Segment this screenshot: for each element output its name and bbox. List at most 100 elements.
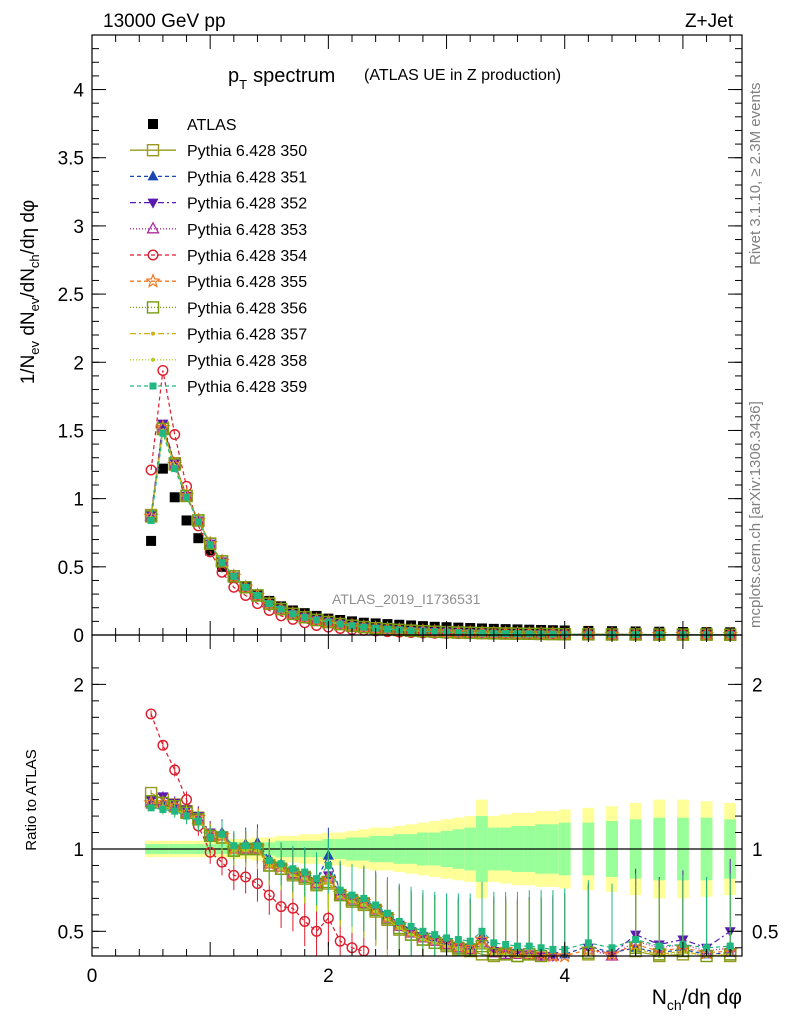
ratio-point <box>230 842 238 850</box>
data-point <box>145 464 157 476</box>
ratio-point <box>726 942 734 950</box>
data-point <box>313 616 321 624</box>
ratio-point <box>372 901 380 909</box>
data-point <box>253 591 261 599</box>
ratio-y-axis: 0.5 0.5 1 1 2 2 <box>58 667 778 949</box>
ratio-panel: 0.5 0.5 1 1 2 2 0 2 4 Ratio to ATLAS Nch/dη dφ <box>23 634 778 1013</box>
data-point <box>205 545 216 556</box>
ratio-point <box>703 944 711 952</box>
ratio-point <box>218 830 226 838</box>
ratio-point <box>549 945 557 953</box>
ratio-point <box>277 860 285 868</box>
xlabel-part-3: /dη dφ <box>682 986 742 1009</box>
ratio-point <box>522 947 536 960</box>
energy-label: 13000 GeV pp <box>103 11 226 32</box>
ratio-point <box>289 865 297 873</box>
legend: ATLAS Pythia 6.428 350 Pythia 6.428 351 Pyt… <box>130 117 307 396</box>
ratio-point <box>322 912 334 924</box>
ratio-x-axis-label: Nch/dη dφ <box>652 986 742 1013</box>
legend-entry: Pythia 6.428 351 <box>130 169 307 186</box>
ratio-point <box>604 946 620 961</box>
process-label: Z+Jet <box>685 11 734 32</box>
data-point <box>454 629 462 637</box>
ratio-point <box>147 804 155 812</box>
ratio-point <box>253 842 261 850</box>
legend-marker <box>146 143 160 157</box>
ratio-point <box>206 833 214 841</box>
ratio-y-tick-label: 0.5 <box>58 922 84 943</box>
ratio-frame <box>91 634 743 957</box>
data-point <box>181 480 193 492</box>
data-point <box>251 589 264 602</box>
x-tick-label: 4 <box>559 966 570 987</box>
data-point <box>360 623 368 631</box>
ratio-y-axis-label: Ratio to ATLAS <box>23 749 40 850</box>
ratio-point <box>443 934 451 942</box>
ratio-point <box>157 739 169 751</box>
legend-entry: Pythia 6.428 359 <box>130 379 307 396</box>
ratio-point <box>324 861 332 869</box>
ratio-point <box>171 807 179 815</box>
data-point <box>407 627 415 635</box>
ratio-point <box>348 891 356 899</box>
data-point <box>194 518 202 526</box>
ratio-point <box>240 871 252 883</box>
data-point <box>242 583 250 591</box>
ratio-point <box>159 805 167 813</box>
ylabel-part-1: 1/N <box>18 355 39 385</box>
title-sub-part: T <box>239 77 247 92</box>
legend-entry: Pythia 6.428 350 <box>130 143 307 160</box>
legend-marker <box>147 198 159 209</box>
data-point <box>159 429 167 437</box>
data-point <box>277 605 285 613</box>
legend-entry: ATLAS <box>148 117 237 134</box>
legend-label: Pythia 6.428 352 <box>187 196 307 213</box>
data-point <box>289 610 297 618</box>
main-panel: 0 0.5 1 1.5 2 2.5 3 3.5 4 pT spectrum (ATLAS UE i… <box>18 34 743 647</box>
legend-entry: Pythia 6.428 354 <box>130 248 307 265</box>
main-y-axis: 0 0.5 1 1.5 2 2.5 3 3.5 4 <box>58 48 742 647</box>
legend-entry: Pythia 6.428 356 <box>130 300 307 317</box>
ratio-point <box>228 869 240 881</box>
data-point <box>227 570 241 583</box>
data-point <box>169 429 181 441</box>
ratio-point <box>431 931 439 939</box>
ratio-point <box>655 942 663 950</box>
ratio-point <box>301 868 309 876</box>
ylabel-part-6: ch <box>27 254 42 268</box>
ratio-y-tick-label: 1 <box>73 840 84 861</box>
ylabel-part-3: dN <box>18 311 39 341</box>
data-point <box>218 559 226 567</box>
main-y-axis-label: 1/Nev dNev/dNch/dη dφ <box>18 200 42 385</box>
data-point <box>192 514 205 527</box>
main-subtitle: (ATLAS UE in Z production) <box>364 67 561 84</box>
y-tick-label: 2.5 <box>58 285 84 306</box>
ratio-point <box>584 939 592 947</box>
mcplots-label: mcplots.cern.ch [arXiv:1306.3436] <box>747 401 764 628</box>
legend-marker <box>147 170 159 181</box>
data-point <box>147 516 155 524</box>
legend-entry: Pythia 6.428 352 <box>130 196 307 213</box>
legend-label: Pythia 6.428 359 <box>187 379 307 396</box>
ratio-point <box>546 948 560 961</box>
ratio-point <box>466 937 474 945</box>
data-point <box>181 515 192 526</box>
ratio-point <box>334 935 346 947</box>
ratio-point <box>525 942 533 950</box>
data-point <box>265 600 273 608</box>
y-tick-label: 1.5 <box>58 421 84 442</box>
data-point <box>203 537 217 550</box>
legend-label: Pythia 6.428 350 <box>187 143 307 160</box>
y-tick-label: 3.5 <box>58 149 84 170</box>
title-rest-part: spectrum <box>253 65 335 87</box>
legend-marker <box>147 249 159 261</box>
ratio-x-axis: 0 2 4 <box>87 635 731 987</box>
y-tick-label: 0 <box>73 626 84 647</box>
legend-entry: Pythia 6.428 357 <box>130 327 307 344</box>
ratio-y-tick-label-right: 0.5 <box>752 922 778 943</box>
legend-label: Pythia 6.428 358 <box>187 353 307 370</box>
data-point <box>157 463 168 474</box>
legend-label: Pythia 6.428 355 <box>187 274 307 291</box>
data-point <box>157 364 169 376</box>
